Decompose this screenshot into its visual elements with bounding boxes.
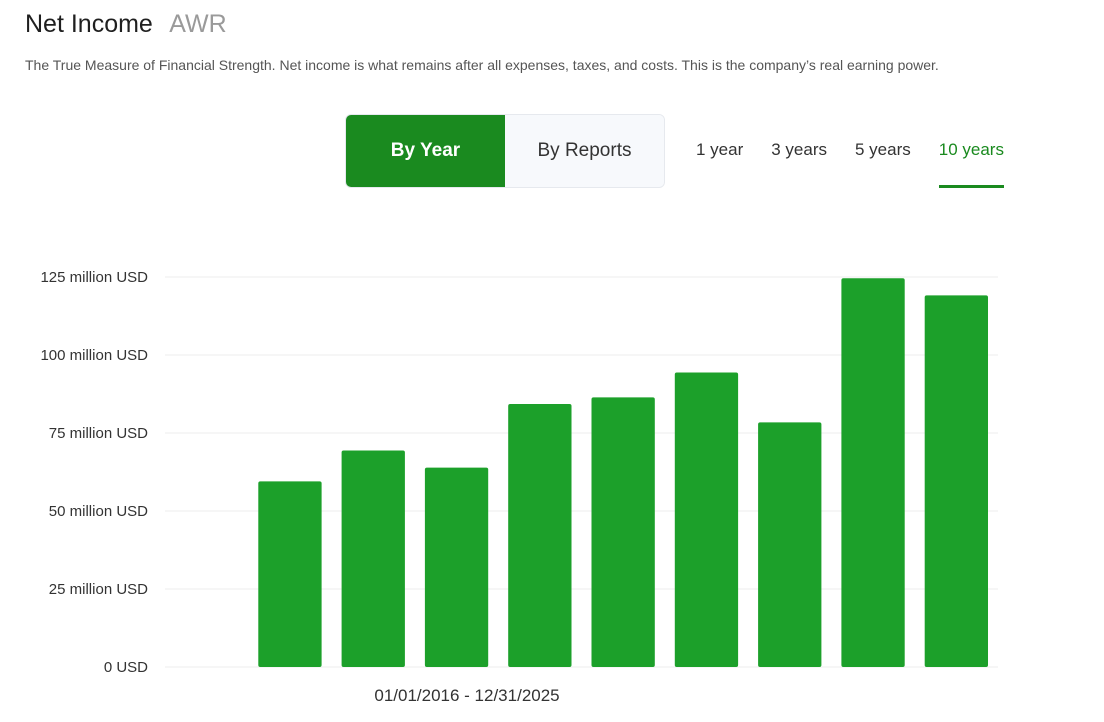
chart-description: The True Measure of Financial Strength. … — [25, 57, 939, 73]
period-3-years-tab[interactable]: 3 years — [757, 114, 841, 188]
ticker-symbol: AWR — [169, 10, 227, 38]
period-label: 1 year — [696, 140, 744, 159]
by-year-button[interactable]: By Year — [346, 115, 505, 187]
bar-2019 — [424, 467, 489, 667]
period-label: 3 years — [771, 140, 827, 159]
active-tab-underline — [938, 185, 1004, 188]
y-tick-label: 50 million USD — [49, 503, 148, 520]
bar-2020 — [508, 403, 572, 667]
view-toggle: By Year By Reports — [345, 114, 665, 188]
period-10-years-tab[interactable]: 10 years — [925, 114, 1018, 188]
period-label: 10 years — [938, 140, 1004, 159]
y-tick-label: 25 million USD — [49, 581, 148, 598]
by-reports-button[interactable]: By Reports — [505, 115, 664, 187]
y-tick-label: 0 USD — [104, 659, 148, 676]
bar-2018 — [341, 450, 405, 667]
bar-2017 — [258, 481, 322, 667]
bar-2023 — [758, 422, 822, 667]
period-1-year-tab[interactable]: 1 year — [682, 114, 757, 188]
y-tick-label: 75 million USD — [49, 425, 148, 442]
y-tick-label: 125 million USD — [40, 269, 148, 286]
period-selector: 1 year 3 years 5 years 10 years — [682, 114, 1018, 188]
chart-header: Net Income AWR — [25, 10, 227, 39]
x-range-label: 01/01/2016 - 12/31/2025 — [374, 686, 559, 705]
bar-2024 — [841, 278, 905, 667]
bar-2021 — [591, 397, 655, 667]
period-5-years-tab[interactable]: 5 years — [841, 114, 925, 188]
page-title: Net Income — [25, 10, 153, 38]
bar-2025 — [924, 295, 989, 667]
bar-2022 — [674, 372, 739, 667]
y-tick-label: 100 million USD — [40, 347, 148, 364]
period-label: 5 years — [855, 140, 911, 159]
